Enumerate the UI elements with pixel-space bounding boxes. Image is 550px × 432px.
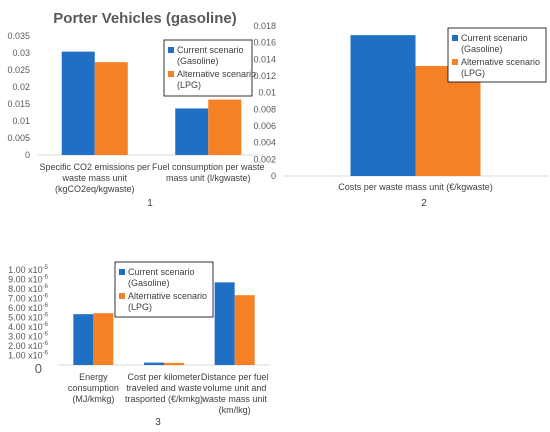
legend-swatch [119, 269, 125, 275]
x-category-label: Costs per waste mass unit (€/kgwaste) [338, 182, 493, 192]
bar-current [61, 51, 95, 155]
x-category-label: Distance per fuel volume unit and waste ma… [201, 372, 269, 415]
y-tick-label: 3.00 x10-6 [8, 332, 49, 342]
y-tick-label: 4.00 x10-6 [8, 322, 49, 332]
bar-current [175, 108, 209, 155]
bar-alternative [415, 66, 481, 176]
bar-current [73, 314, 94, 365]
y-tick-label: 6.00 x10-6 [8, 303, 49, 313]
y-tick-label: 0.02 [12, 82, 30, 92]
panel-number: 2 [421, 198, 427, 209]
y-tick-label: 0.006 [253, 121, 276, 131]
page-title: Porter Vehicles (gasoline) [53, 10, 236, 27]
legend-swatch [168, 71, 174, 77]
y-tick-label: 0.016 [253, 38, 276, 48]
bar-current [350, 35, 416, 176]
legend-entry: Alternative scenario (LPG) [461, 57, 540, 78]
bar-alternative [164, 362, 184, 365]
chart-panel-3: 01.00 x10-62.00 x10-63.00 x10-64.00 x10-… [8, 261, 270, 428]
legend-box [114, 261, 214, 318]
y-tick-label: 0.01 [258, 88, 276, 98]
x-category-label: Cost per kilometer traveled and waste tras… [125, 372, 203, 404]
legend-swatch [452, 59, 458, 65]
y-tick-label: 0 [271, 171, 276, 181]
y-tick-label: 0.018 [253, 21, 276, 31]
y-tick-label: 0.015 [7, 99, 30, 109]
bar-alternative [93, 313, 114, 365]
y-tick-label: 0.01 [12, 116, 30, 126]
y-tick-label: 0.03 [12, 48, 30, 58]
y-tick-label: 0.002 [253, 154, 276, 164]
y-tick-label: 0.004 [253, 138, 276, 148]
legend-box [163, 39, 253, 97]
panel-number: 1 [147, 198, 153, 209]
y-tick-label: 0.035 [7, 31, 30, 41]
legend-entry: Alternative scenario (LPG) [128, 291, 207, 312]
y-tick-label: 0.014 [253, 54, 276, 64]
y-tick-label: 0 [35, 361, 42, 376]
legend-entry: Current scenario (Gasoline) [128, 267, 195, 288]
legend-swatch [119, 293, 125, 299]
y-tick-label: 0.005 [7, 133, 30, 143]
bar-alternative [208, 99, 242, 155]
y-tick-label: 0.012 [253, 71, 276, 81]
y-tick-label: 9.00 x10-6 [8, 275, 49, 285]
y-tick-label: 7.00 x10-6 [8, 294, 49, 304]
legend-box [447, 27, 547, 83]
chart-panel-1: 0 0.005 0.01 0.015 0.02 0.025 0.03 0.035 Specifi… [7, 31, 265, 209]
legend-entry: Current scenario (Gasoline) [461, 33, 528, 54]
x-category-label: Energy consumption (MJ/kmkg) [68, 372, 119, 404]
y-tick-label: 1.00 x10-5 [8, 265, 49, 275]
y-tick-label: 5.00 x10-6 [8, 313, 49, 323]
bar-alternative [94, 62, 128, 155]
legend-swatch [452, 35, 458, 41]
x-category-label: Fuel consumption per waste mass unit (l/k… [152, 162, 265, 183]
x-category-label: Specific CO2 emissions per waste mass uni… [39, 162, 150, 194]
y-tick-label: 0 [25, 150, 30, 160]
y-tick-label: 0.008 [253, 104, 276, 114]
panel-number: 3 [155, 417, 161, 428]
y-tick-label: 8.00 x10-6 [8, 284, 49, 294]
legend-entry: Current scenario (Gasoline) [177, 45, 244, 66]
bar-current [144, 362, 164, 365]
y-tick-label: 1.00 x10-6 [8, 351, 49, 361]
legend-swatch [168, 47, 174, 53]
legend: Current scenario (Gasoline) Alternative sc… [163, 39, 256, 97]
legend: Current scenario (Gasoline) Alternative sc… [114, 261, 214, 318]
legend-entry: Alternative scenario (LPG) [177, 69, 256, 90]
bar-current [214, 282, 235, 365]
bar-alternative [234, 295, 255, 365]
y-tick-label: 0.025 [7, 65, 30, 75]
y-tick-label: 2.00 x10-6 [8, 341, 49, 351]
legend: Current scenario (Gasoline) Alternative sc… [447, 27, 547, 83]
chart-panel-2: 0 0.002 0.004 0.006 0.008 0.01 0.012 0.014 0.016… [253, 21, 548, 209]
